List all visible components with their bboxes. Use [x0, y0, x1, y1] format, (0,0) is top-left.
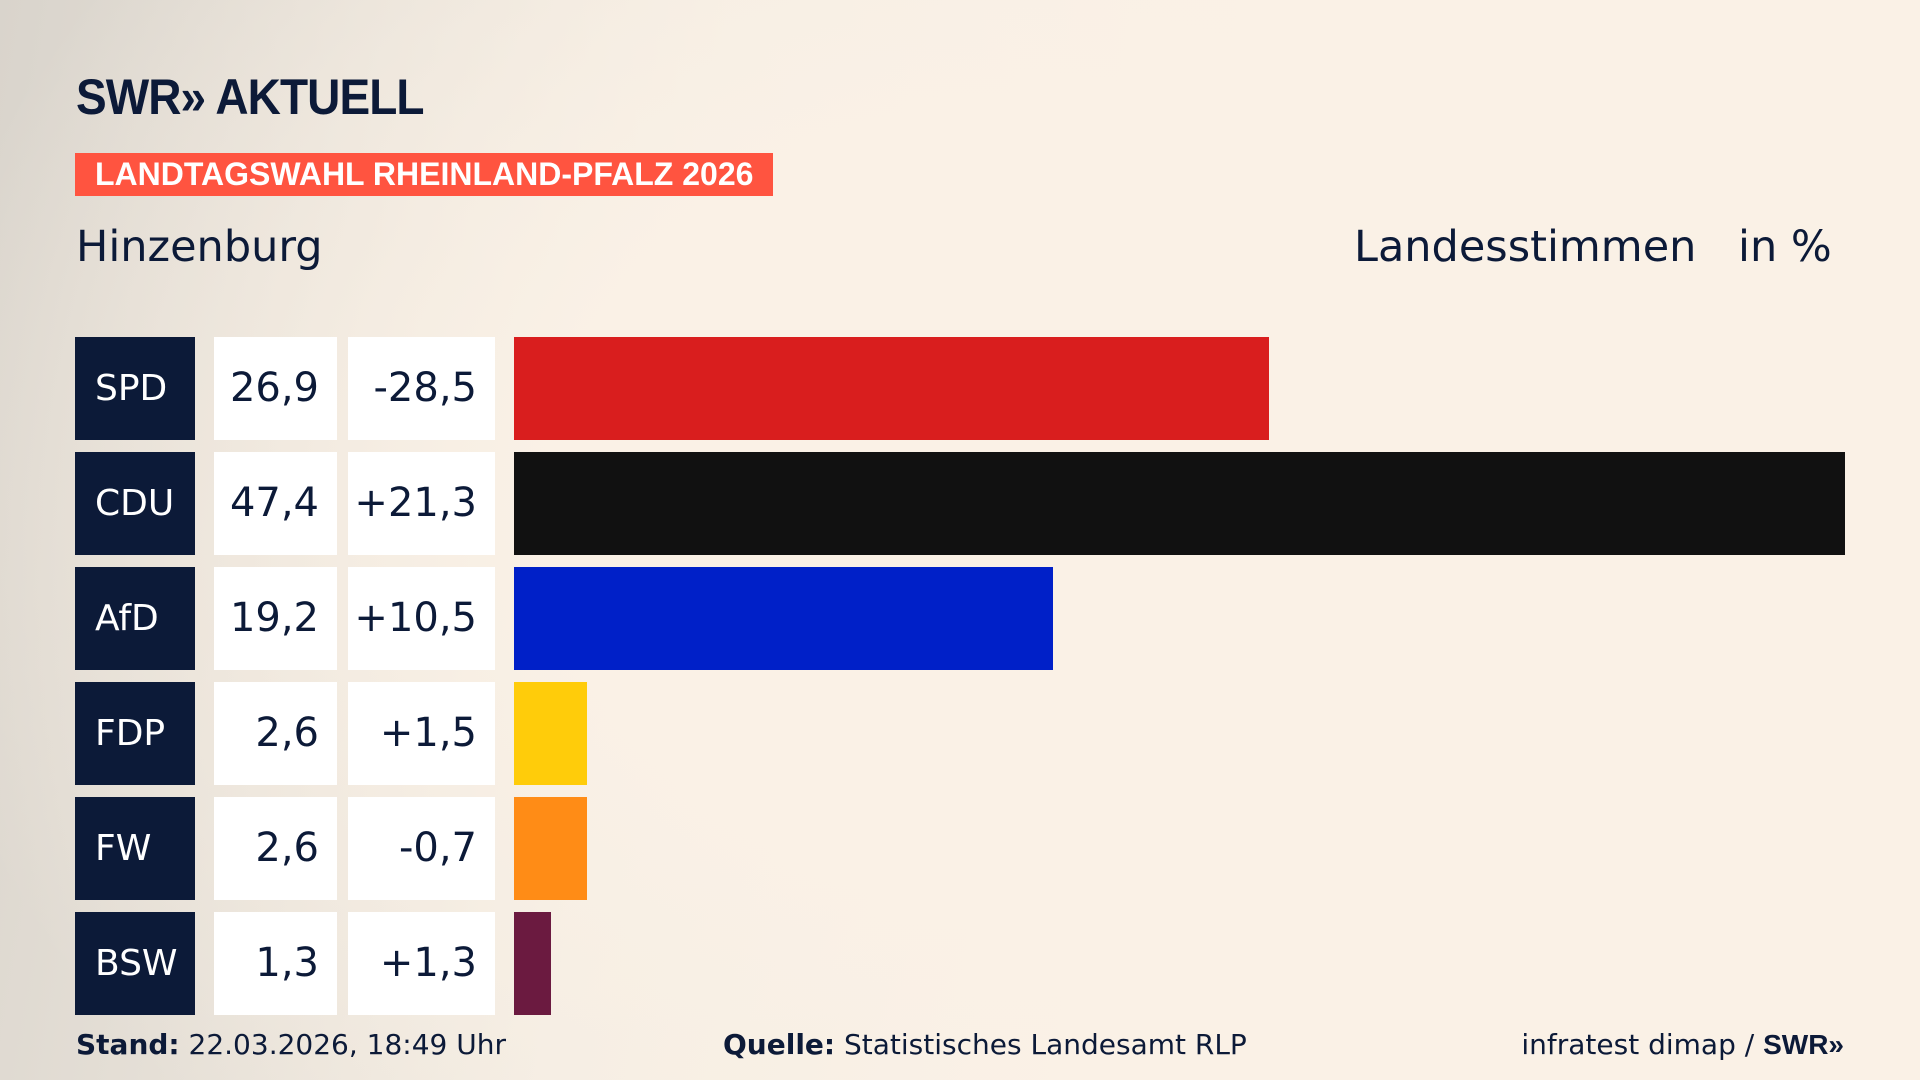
party-row: FW 2,6 -0,7	[0, 797, 1920, 900]
value-label: 2,6	[214, 682, 337, 785]
bar-fdp	[514, 682, 587, 785]
value-label: 1,3	[214, 912, 337, 1015]
party-row: AfD 19,2 +10,5	[0, 567, 1920, 670]
party-row: SPD 26,9 -28,5	[0, 337, 1920, 440]
bar-spd	[514, 337, 1270, 440]
party-label: FDP	[75, 682, 195, 785]
value-label: 26,9	[214, 337, 337, 440]
diff-label: -28,5	[348, 337, 495, 440]
bar-fw	[514, 797, 587, 900]
diff-label: +1,5	[348, 682, 495, 785]
unit-label: in %	[1738, 222, 1832, 272]
diff-label: +21,3	[348, 452, 495, 555]
swr-aktuell-logo: SWR» AKTUELL	[76, 69, 424, 125]
party-label: AfD	[75, 567, 195, 670]
region-title: Hinzenburg	[76, 222, 323, 272]
diff-label: +1,3	[348, 912, 495, 1015]
party-row: BSW 1,3 +1,3	[0, 912, 1920, 1015]
party-label: SPD	[75, 337, 195, 440]
value-label: 19,2	[214, 567, 337, 670]
stand-label: Stand:	[76, 1028, 180, 1061]
party-label: BSW	[75, 912, 195, 1015]
value-label: 47,4	[214, 452, 337, 555]
credit: infratest dimap / SWR»	[1521, 1028, 1844, 1061]
swr-logo: SWR»	[1763, 1029, 1844, 1060]
diff-label: -0,7	[348, 797, 495, 900]
party-label: CDU	[75, 452, 195, 555]
party-row: FDP 2,6 +1,5	[0, 682, 1920, 785]
source-value: Statistisches Landesamt RLP	[844, 1028, 1247, 1061]
bar-afd	[514, 567, 1054, 670]
diff-label: +10,5	[348, 567, 495, 670]
party-label: FW	[75, 797, 195, 900]
election-banner: LANDTAGSWAHL RHEINLAND-PFALZ 2026	[75, 153, 774, 196]
bar-cdu	[514, 452, 1845, 555]
stand-value: 22.03.2026, 18:49 Uhr	[188, 1028, 506, 1061]
timestamp: Stand: 22.03.2026, 18:49 Uhr	[76, 1028, 506, 1061]
source-label: Quelle:	[723, 1028, 836, 1061]
bar-bsw	[514, 912, 551, 1015]
measure-label: Landesstimmen	[1354, 222, 1697, 272]
credit-text: infratest dimap /	[1521, 1028, 1764, 1061]
party-row: CDU 47,4 +21,3	[0, 452, 1920, 555]
source: Quelle: Statistisches Landesamt RLP	[723, 1028, 1247, 1061]
value-label: 2,6	[214, 797, 337, 900]
